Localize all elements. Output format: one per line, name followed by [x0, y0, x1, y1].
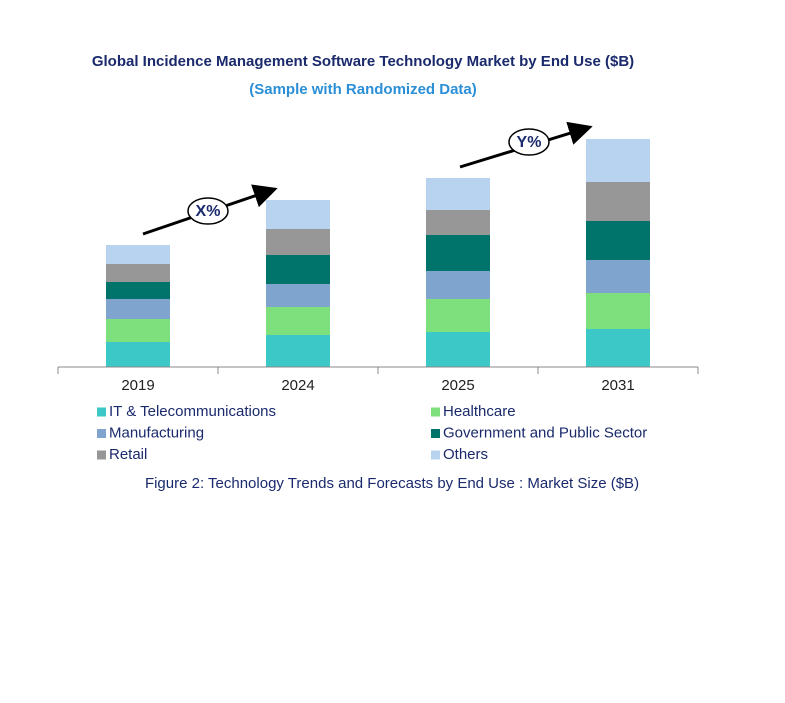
- legend-swatch: [431, 450, 440, 460]
- bar-segment: [106, 319, 170, 342]
- annotation-bubble: [508, 128, 550, 156]
- bar-segment: [106, 264, 170, 282]
- legend-label: Healthcare: [443, 403, 516, 420]
- bar-segment: [266, 200, 330, 229]
- bar-segment: [106, 299, 170, 319]
- legend-swatch: [97, 429, 106, 438]
- x-tick-label: 2031: [601, 377, 634, 394]
- bar-segment: [106, 245, 170, 264]
- legend-swatch: [97, 407, 106, 417]
- legend-label: Government and Public Sector: [443, 424, 647, 441]
- caption: Figure 2: Technology Trends and Forecast…: [145, 475, 639, 492]
- annotation: X%: [196, 203, 221, 220]
- chart-title: Global Incidence Management Software Tec…: [92, 53, 634, 70]
- bar-segment: [586, 221, 650, 260]
- bar-segment: [266, 335, 330, 367]
- bar-segment: [266, 284, 330, 307]
- bar-segment: [586, 329, 650, 367]
- bar-segment: [426, 299, 490, 332]
- legend-label: IT & Telecommunications: [109, 403, 276, 420]
- bar-segment: [106, 342, 170, 367]
- bar-segment: [586, 139, 650, 182]
- bar-segment: [426, 178, 490, 210]
- legend-swatch: [431, 429, 440, 438]
- bar-segment: [266, 255, 330, 284]
- legend-label: Manufacturing: [109, 424, 204, 441]
- bar-segment: [426, 210, 490, 235]
- bar-segment: [266, 229, 330, 255]
- annotation: Y%: [517, 134, 542, 151]
- legend-label: Retail: [109, 446, 147, 463]
- bar-segment: [266, 307, 330, 335]
- legend-swatch: [97, 450, 106, 460]
- bar-segment: [426, 235, 490, 271]
- bar-segment: [426, 332, 490, 367]
- x-tick-label: 2019: [121, 377, 154, 394]
- bar-segment: [426, 271, 490, 299]
- chart-subtitle: (Sample with Randomized Data): [249, 81, 477, 98]
- x-tick-label: 2024: [281, 377, 314, 394]
- bar-segment: [586, 260, 650, 293]
- bar-segment: [586, 182, 650, 221]
- bar-segment: [106, 282, 170, 299]
- x-tick-label: 2025: [441, 377, 474, 394]
- bar-segment: [586, 293, 650, 329]
- legend-label: Others: [443, 446, 488, 463]
- legend-swatch: [431, 407, 440, 417]
- annotation-bubble: [187, 197, 229, 225]
